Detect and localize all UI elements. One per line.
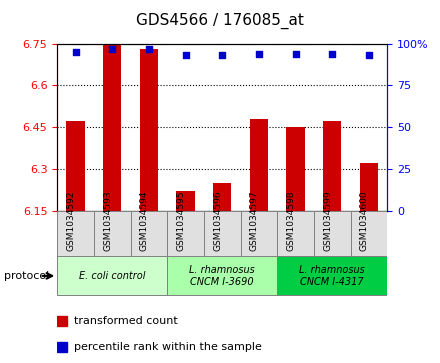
Text: GSM1034597: GSM1034597 — [250, 190, 259, 251]
Text: GSM1034599: GSM1034599 — [323, 190, 332, 251]
Text: GSM1034598: GSM1034598 — [286, 190, 296, 251]
Text: L. rhamnosus
CNCM I-4317: L. rhamnosus CNCM I-4317 — [299, 265, 365, 287]
Bar — [250, 119, 268, 211]
Point — [329, 51, 336, 57]
Bar — [57, 342, 67, 352]
FancyBboxPatch shape — [277, 256, 387, 295]
Bar — [131, 211, 167, 276]
Point — [145, 46, 152, 52]
Bar — [103, 44, 121, 211]
Bar — [176, 191, 195, 211]
Text: transformed count: transformed count — [74, 316, 177, 326]
Bar — [277, 211, 314, 276]
Text: GSM1034596: GSM1034596 — [213, 190, 222, 251]
Point — [365, 52, 372, 58]
Bar — [204, 211, 241, 276]
Bar — [94, 211, 131, 276]
Bar — [66, 122, 85, 211]
Bar — [314, 211, 351, 276]
Bar — [286, 127, 305, 211]
Text: GSM1034593: GSM1034593 — [103, 190, 112, 251]
Text: percentile rank within the sample: percentile rank within the sample — [74, 342, 261, 352]
Bar — [241, 211, 277, 276]
Point — [292, 51, 299, 57]
Text: protocol: protocol — [4, 271, 50, 281]
Point — [72, 49, 79, 55]
Bar — [167, 211, 204, 276]
Text: GSM1034600: GSM1034600 — [360, 190, 369, 251]
Text: GSM1034592: GSM1034592 — [66, 190, 76, 250]
Bar — [323, 122, 341, 211]
Bar — [57, 211, 94, 276]
Text: L. rhamnosus
CNCM I-3690: L. rhamnosus CNCM I-3690 — [189, 265, 255, 287]
FancyBboxPatch shape — [167, 256, 277, 295]
Text: GSM1034595: GSM1034595 — [176, 190, 186, 251]
Bar — [140, 49, 158, 211]
Point — [182, 52, 189, 58]
Point — [109, 46, 116, 52]
Point — [219, 52, 226, 58]
Bar — [360, 163, 378, 211]
Text: GSM1034594: GSM1034594 — [140, 190, 149, 250]
Text: GDS4566 / 176085_at: GDS4566 / 176085_at — [136, 13, 304, 29]
Bar — [351, 211, 387, 276]
Bar — [213, 183, 231, 211]
FancyBboxPatch shape — [57, 256, 167, 295]
Bar — [57, 316, 67, 326]
Text: E. coli control: E. coli control — [79, 271, 146, 281]
Point — [255, 51, 262, 57]
